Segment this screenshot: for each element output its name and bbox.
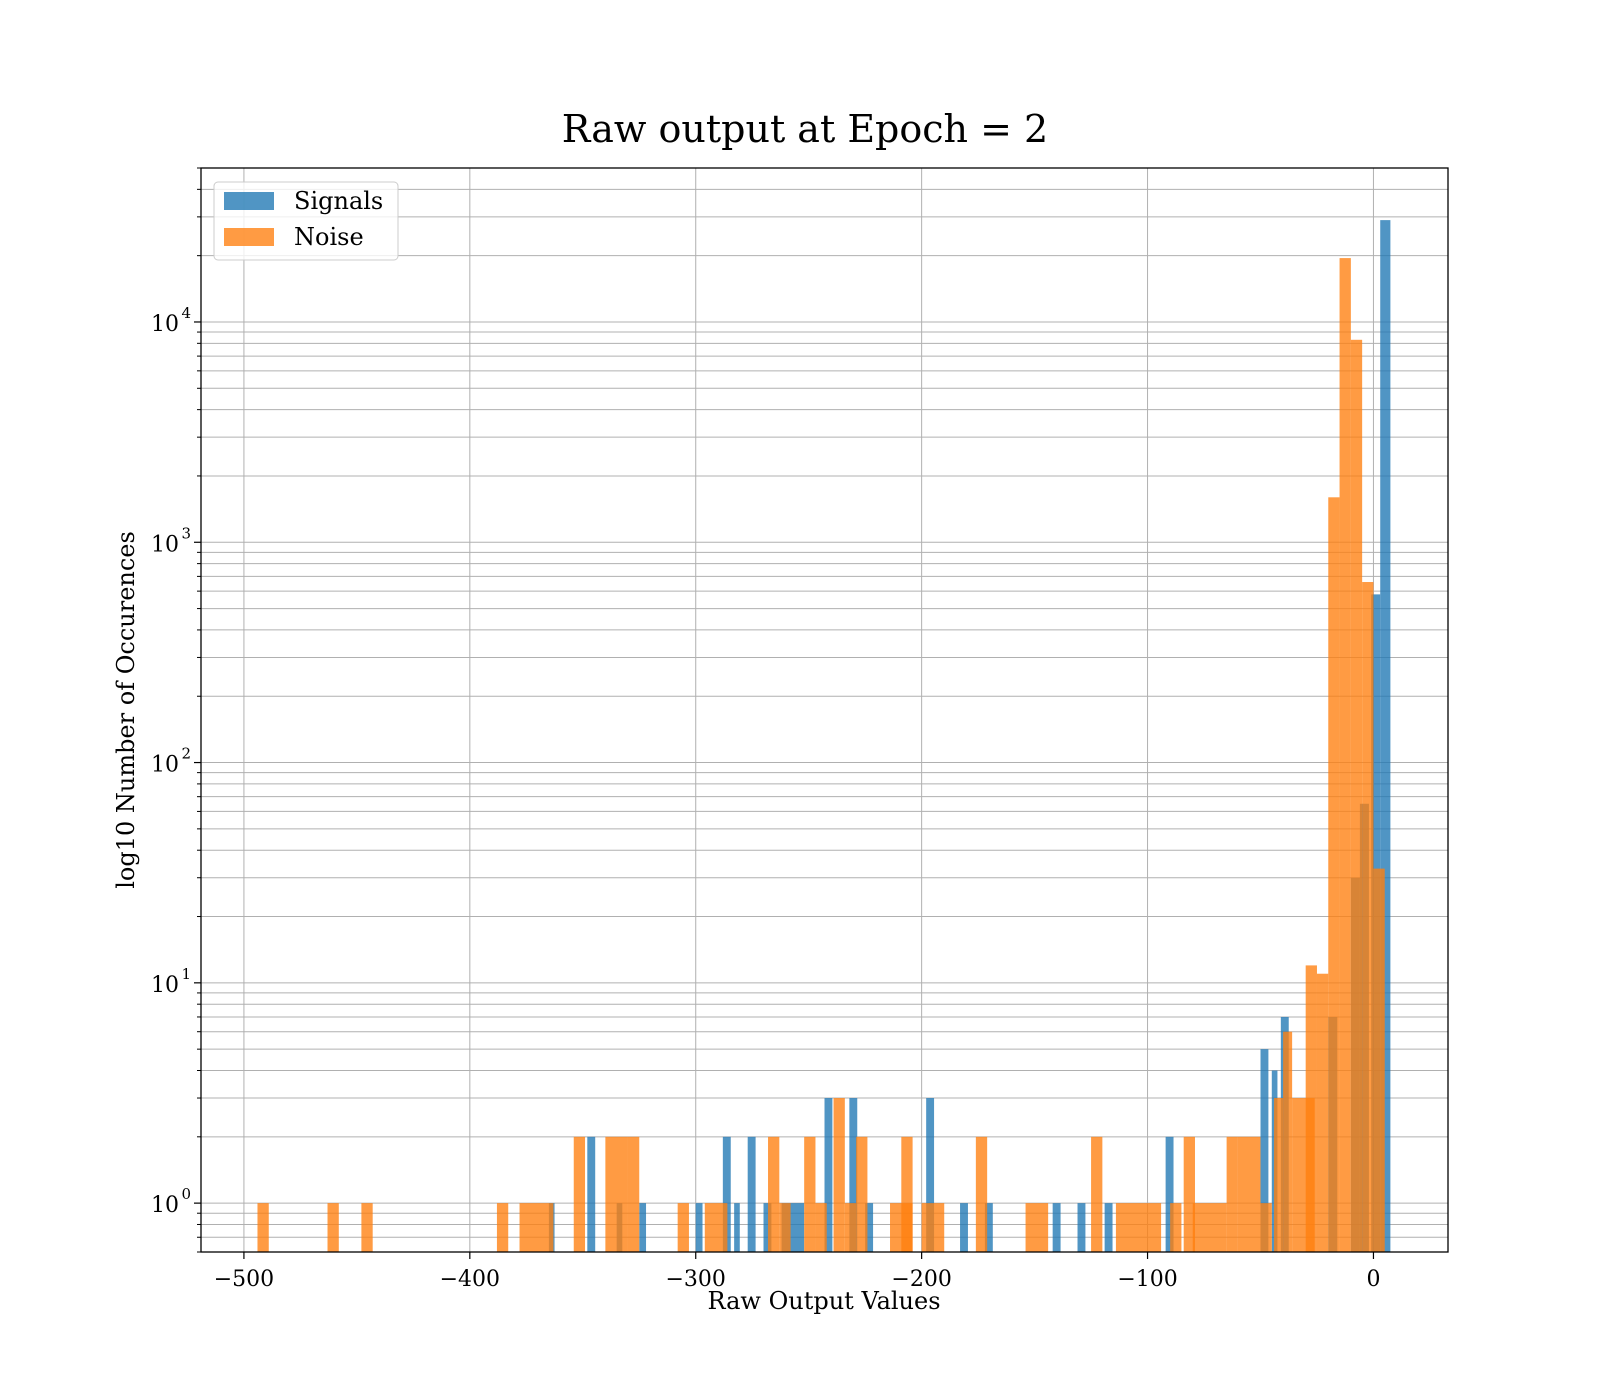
y-tick-exponent: 2 <box>181 745 191 763</box>
bar-signals <box>1380 220 1391 1252</box>
bar-signals <box>695 1203 703 1252</box>
y-tick-label: 10 <box>151 532 179 557</box>
legend-swatch-signals <box>224 192 274 210</box>
bar-noise <box>1339 258 1351 1253</box>
bar-noise <box>921 1203 945 1252</box>
bar-noise <box>361 1203 373 1252</box>
bar-signals <box>960 1203 968 1252</box>
x-tick-label: −100 <box>1117 1267 1177 1292</box>
bar-signals <box>763 1203 772 1252</box>
bar-noise <box>496 1203 509 1252</box>
y-tick-exponent: 1 <box>181 965 191 983</box>
bar-signals <box>1165 1136 1174 1252</box>
y-tick-exponent: 4 <box>181 304 191 322</box>
bar-noise <box>327 1203 339 1252</box>
bar-noise <box>975 1136 988 1252</box>
bar-noise <box>1305 965 1317 1252</box>
bar-noise <box>1274 1098 1284 1252</box>
bar-signals <box>849 1098 858 1252</box>
bar-noise <box>833 1098 845 1252</box>
x-tick-label: 0 <box>1366 1267 1380 1292</box>
bar-noise <box>519 1203 554 1252</box>
bar-noise <box>1373 868 1385 1252</box>
plot-frame <box>200 167 1449 1253</box>
bar-noise <box>1226 1136 1238 1252</box>
bar-noise <box>1283 1031 1293 1252</box>
y-tick-label: 10 <box>151 1193 179 1218</box>
bar-noise <box>1260 1203 1272 1252</box>
bar-noise <box>901 1136 913 1252</box>
bar-noise <box>844 1203 857 1252</box>
bar-noise <box>1316 973 1329 1252</box>
bar-signals <box>1052 1203 1061 1252</box>
bar-noise <box>1170 1203 1182 1252</box>
bar-signals <box>1077 1203 1086 1252</box>
bar-signals <box>1260 1049 1269 1252</box>
bar-noise <box>1328 497 1340 1252</box>
bar-signals <box>587 1136 596 1252</box>
y-tick-label: 10 <box>151 312 179 337</box>
bar-noise <box>1350 339 1363 1252</box>
bar-noise <box>1237 1136 1261 1252</box>
x-tick-label: −200 <box>891 1267 951 1292</box>
x-tick-label: −300 <box>666 1267 726 1292</box>
y-axis-label: log10 Number of Occurences <box>112 531 140 889</box>
series-noise-bars <box>257 258 1385 1253</box>
bar-signals <box>639 1203 647 1252</box>
bar-signals <box>865 1203 874 1252</box>
bar-signals <box>722 1136 731 1252</box>
bar-noise <box>1091 1136 1103 1252</box>
bar-signals <box>747 1136 756 1252</box>
bar-signals <box>1104 1203 1113 1252</box>
legend-swatch-noise <box>224 228 274 246</box>
legend-label-signals: Signals <box>294 187 383 215</box>
bar-noise <box>677 1203 689 1252</box>
x-axis-ticks: −500 −400 −300 −200 −100 0 <box>214 1252 1380 1292</box>
bar-noise <box>605 1136 628 1252</box>
y-tick-label: 10 <box>151 973 179 998</box>
chart-title: Raw output at Epoch = 2 <box>562 107 1048 151</box>
bar-noise <box>1025 1203 1049 1252</box>
bar-noise <box>257 1203 269 1252</box>
y-tick-exponent: 3 <box>181 524 191 542</box>
bar-signals <box>734 1203 740 1252</box>
bar-noise <box>627 1136 640 1252</box>
histogram-bars <box>257 220 1391 1253</box>
bar-noise <box>768 1136 780 1252</box>
x-tick-label: −500 <box>214 1267 274 1292</box>
x-axis-label: Raw Output Values <box>707 1287 940 1315</box>
bar-signals <box>984 1203 993 1252</box>
bar-noise <box>1183 1136 1195 1252</box>
bar-noise <box>704 1203 728 1252</box>
bar-noise <box>573 1136 586 1252</box>
legend: Signals Noise <box>213 181 399 261</box>
bar-noise <box>1115 1203 1162 1252</box>
y-tick-exponent: 0 <box>181 1185 191 1203</box>
bar-noise <box>856 1136 868 1252</box>
bar-noise <box>1192 1203 1227 1252</box>
bar-signals <box>824 1098 833 1252</box>
bar-noise <box>804 1136 816 1252</box>
bar-noise <box>815 1203 827 1252</box>
legend-label-noise: Noise <box>294 223 364 251</box>
bar-signals <box>926 1098 935 1252</box>
x-tick-label: −400 <box>440 1267 500 1292</box>
y-tick-label: 10 <box>151 753 179 778</box>
bar-noise <box>1362 582 1374 1252</box>
bar-noise <box>779 1203 791 1252</box>
